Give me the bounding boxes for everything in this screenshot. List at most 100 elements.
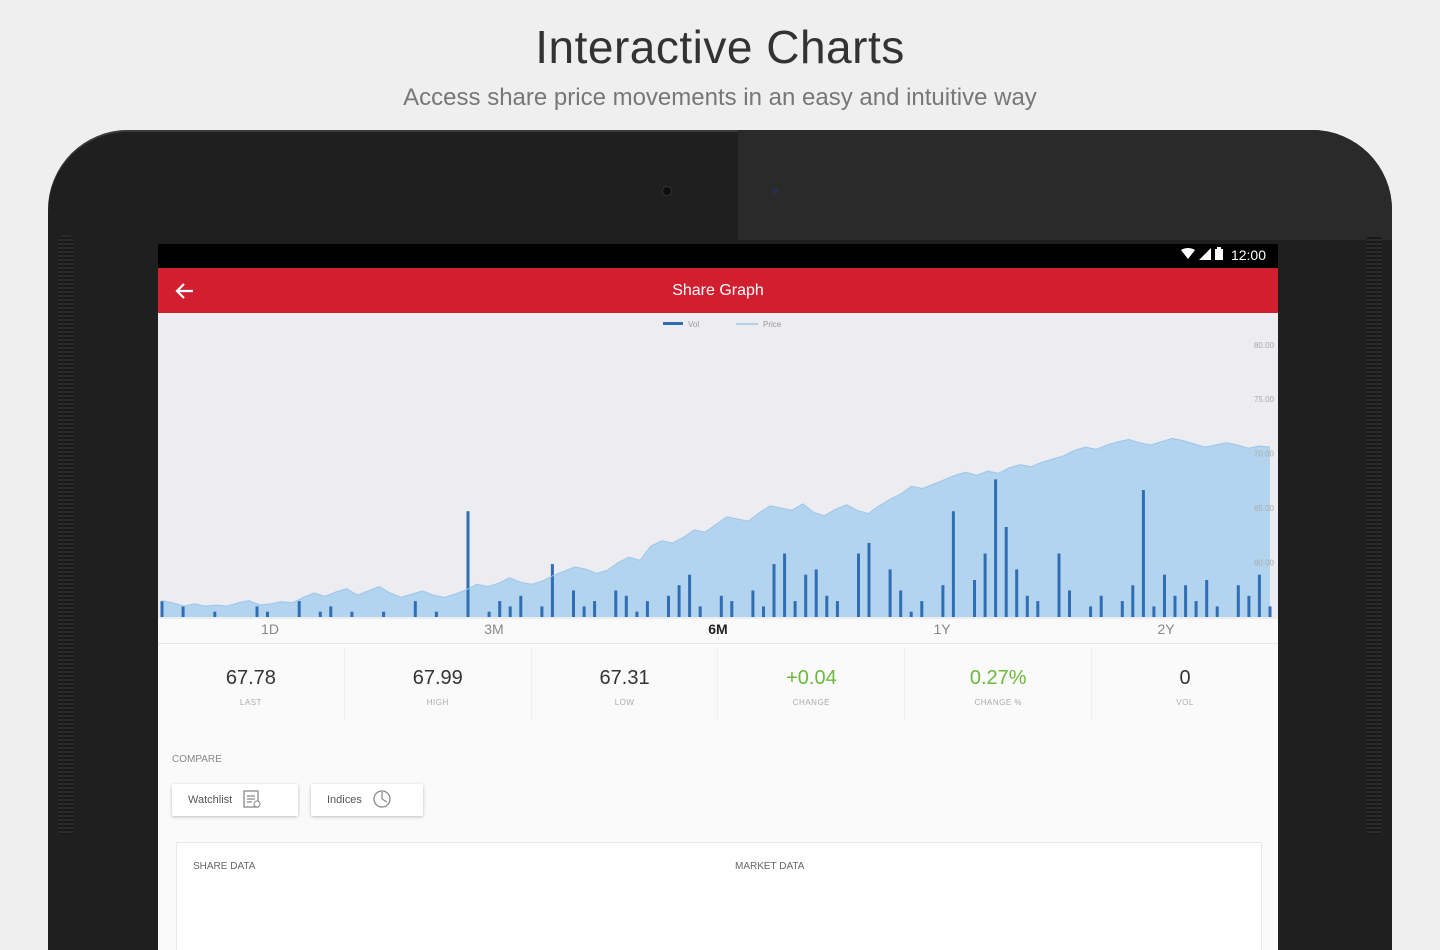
volume-bar <box>550 564 554 617</box>
volume-bar <box>413 601 417 617</box>
data-panel: SHARE DATA MARKET DATA <box>176 842 1262 950</box>
stat-low: 67.31 LOW <box>530 649 718 719</box>
app-screen: 12:00 Share Graph Vol Price 60. <box>158 244 1278 950</box>
range-2y-button[interactable]: 2Y <box>1157 621 1175 637</box>
volume-bar <box>983 553 987 617</box>
stat-value: 67.31 <box>599 667 650 689</box>
stat-change-percent: 0.27% CHANGE % <box>904 649 1091 719</box>
volume-bar <box>1257 574 1261 617</box>
range-1d-button[interactable]: 1D <box>261 621 279 637</box>
volume-bar <box>498 601 502 617</box>
compare-section-title: COMPARE <box>172 754 222 765</box>
volume-bar <box>1184 585 1188 617</box>
volume-bar <box>508 606 512 617</box>
volume-bar <box>593 601 597 617</box>
volume-bar <box>719 595 723 617</box>
volume-bar <box>519 595 523 617</box>
volume-bar <box>973 580 976 617</box>
volume-bar <box>920 601 924 617</box>
y-tick-label: 65.00 <box>1254 504 1275 513</box>
volume-bar <box>213 611 217 617</box>
volume-bar <box>1099 595 1103 617</box>
volume-bar <box>1131 585 1135 617</box>
volume-bar <box>1268 606 1272 617</box>
app-bar-title: Share Graph <box>672 282 764 299</box>
volume-bar <box>1236 585 1240 617</box>
volume-bar <box>350 611 354 617</box>
status-bar: 12:00 <box>158 244 1278 268</box>
range-1y-button[interactable]: 1Y <box>933 621 951 637</box>
stat-last: 67.78 LAST <box>158 649 344 719</box>
volume-bar <box>1215 606 1219 617</box>
volume-bar <box>1068 590 1071 617</box>
tablet-sheen <box>738 130 1392 240</box>
volume-bar <box>804 574 808 617</box>
range-3m-button[interactable]: 3M <box>484 621 504 637</box>
volume-bar <box>1205 580 1209 617</box>
volume-bar <box>1120 601 1124 617</box>
volume-bar <box>772 564 776 617</box>
status-time: 12:00 <box>1230 247 1266 263</box>
indices-icon <box>372 789 392 812</box>
volume-bar <box>255 606 259 617</box>
back-arrow-icon[interactable] <box>170 276 200 306</box>
left-speaker-grille <box>58 235 74 835</box>
volume-bar <box>835 601 839 617</box>
volume-bar <box>814 569 818 617</box>
volume-bar <box>1057 553 1061 617</box>
watchlist-icon <box>242 789 262 812</box>
volume-bar <box>941 585 945 617</box>
stat-volume: 0 VOL <box>1091 649 1278 719</box>
promo-subtitle: Access share price movements in an easy … <box>403 84 1037 111</box>
volume-bar <box>857 553 860 617</box>
stat-label: LAST <box>239 698 262 707</box>
compare-watchlist-button[interactable]: Watchlist <box>172 784 298 816</box>
light-sensor <box>772 188 778 194</box>
price-area <box>162 438 1270 617</box>
volume-bar <box>762 606 765 617</box>
volume-bar <box>1141 490 1145 617</box>
volume-bar <box>181 606 185 617</box>
signal-icon <box>1198 247 1211 263</box>
volume-bar <box>677 585 681 617</box>
volume-bar <box>1152 606 1156 617</box>
volume-bar <box>1004 527 1008 617</box>
volume-bar <box>160 601 164 617</box>
volume-bar <box>572 590 575 617</box>
app-bar: Share Graph <box>158 268 1278 313</box>
battery-icon <box>1214 247 1223 263</box>
volume-bar <box>1015 569 1019 617</box>
volume-bar <box>624 595 628 617</box>
share-chart[interactable]: Vol Price 60.00 65.00 70.00 75.00 80.00 <box>158 313 1278 619</box>
volume-bar <box>1163 574 1166 617</box>
volume-bar <box>688 574 692 617</box>
stat-high: 67.99 HIGH <box>343 649 531 719</box>
stat-value: 67.99 <box>412 667 463 689</box>
stat-label: CHANGE % <box>974 698 1022 707</box>
volume-bar <box>1089 606 1093 617</box>
y-tick-label: 75.00 <box>1254 395 1275 404</box>
stat-value: 0 <box>1179 667 1191 689</box>
volume-bar <box>825 595 829 617</box>
stat-change: +0.04 CHANGE <box>717 649 904 719</box>
promo-title: Interactive Charts <box>535 21 905 73</box>
volume-bar <box>645 601 649 617</box>
watchlist-label: Watchlist <box>188 794 233 806</box>
price-line <box>161 437 1271 607</box>
time-range-selector: 1D 3M 6M 1Y 2Y <box>158 619 1278 644</box>
volume-bar <box>487 611 491 617</box>
range-6m-button[interactable]: 6M <box>708 621 728 637</box>
volume-bar <box>1025 595 1029 617</box>
stat-value: 0.27% <box>969 667 1027 689</box>
volume-bar <box>751 590 755 617</box>
volume-bar <box>266 611 269 617</box>
front-camera <box>662 186 672 196</box>
volume-bar <box>466 511 470 617</box>
volume-bar <box>1173 595 1177 617</box>
legend-price-label: Price <box>763 320 782 329</box>
stat-label: VOL <box>1176 698 1194 707</box>
volume-bar <box>635 611 639 617</box>
compare-indices-button[interactable]: Indices <box>311 784 423 816</box>
volume-bar <box>297 601 301 617</box>
stat-value: 67.78 <box>225 667 276 689</box>
